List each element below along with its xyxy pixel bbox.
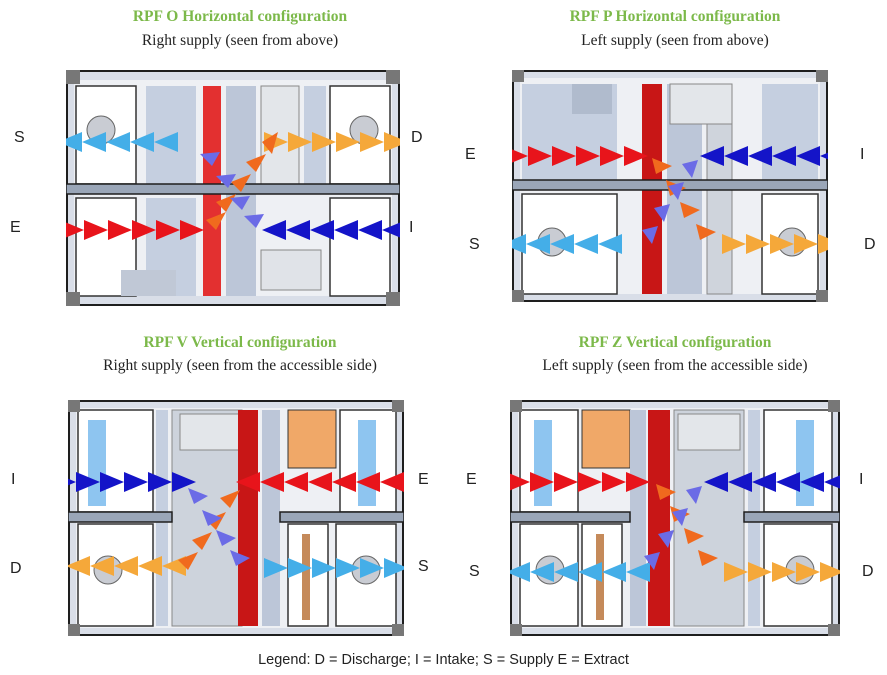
discharge-arrows — [722, 234, 828, 254]
panel-subtitle-rpf-v: Right supply (seen from the accessible s… — [103, 357, 377, 374]
unit-rpf-v-drawing — [68, 400, 404, 636]
panel-title-rpf-z: RPF Z Vertical configuration — [578, 334, 772, 351]
unit-rpf-p-drawing — [512, 70, 828, 302]
label-rpf-o-top-right: D — [411, 129, 423, 146]
panel-title-rpf-o: RPF O Horizontal configuration — [132, 8, 348, 25]
cross-arrows — [178, 488, 250, 570]
unit-rpf-o — [66, 70, 400, 306]
panel-title-rpf-v: RPF V Vertical configuration — [143, 334, 337, 351]
unit-rpf-v — [68, 400, 404, 636]
intake-arrows — [68, 472, 196, 492]
unit-rpf-p — [512, 70, 828, 302]
intake-arrows — [262, 220, 400, 240]
label-rpf-z-top-right: I — [859, 471, 864, 488]
label-rpf-p-top-right: I — [860, 146, 865, 163]
panel-subtitle-rpf-o: Right supply (seen from above) — [141, 32, 339, 49]
label-rpf-v-bottom-right: S — [418, 558, 429, 575]
label-rpf-z-top-left: E — [466, 471, 477, 488]
supply-arrows — [512, 234, 622, 254]
label-rpf-p-bottom-left: S — [469, 236, 480, 253]
supply-arrows — [264, 558, 404, 578]
extract-arrows — [236, 472, 404, 492]
extract-arrows — [66, 220, 204, 240]
label-rpf-v-bottom-left: D — [10, 560, 22, 577]
label-rpf-p-bottom-right: D — [864, 236, 876, 253]
label-rpf-p-top-left: E — [465, 146, 476, 163]
cross-arrows — [200, 132, 278, 230]
legend: Legend: D = Discharge; I = Intake; S = S… — [258, 652, 629, 668]
extract-arrows — [510, 472, 650, 492]
unit-rpf-z-drawing — [510, 400, 840, 636]
supply-arrows — [510, 562, 650, 582]
label-rpf-o-bottom-right: I — [409, 219, 414, 236]
label-rpf-v-top-left: I — [11, 471, 16, 488]
extract-arrows — [512, 146, 648, 166]
label-rpf-o-top-left: S — [14, 129, 25, 146]
unit-rpf-z — [510, 400, 840, 636]
label-rpf-z-bottom-left: S — [469, 563, 480, 580]
label-rpf-z-bottom-right: D — [862, 563, 874, 580]
panel-subtitle-rpf-p: Left supply (seen from above) — [581, 32, 769, 49]
unit-rpf-o-drawing — [66, 70, 400, 306]
panel-title-rpf-p: RPF P Horizontal configuration — [569, 8, 781, 25]
supply-arrows — [66, 132, 178, 152]
intake-arrows — [704, 472, 840, 492]
cross-arrows — [644, 484, 718, 570]
discharge-arrows — [724, 562, 840, 582]
label-rpf-v-top-right: E — [418, 471, 429, 488]
intake-arrows — [700, 146, 828, 166]
cross-arrows — [642, 158, 716, 244]
label-rpf-o-bottom-left: E — [10, 219, 21, 236]
panel-subtitle-rpf-z: Left supply (seen from the accessible si… — [542, 357, 808, 374]
